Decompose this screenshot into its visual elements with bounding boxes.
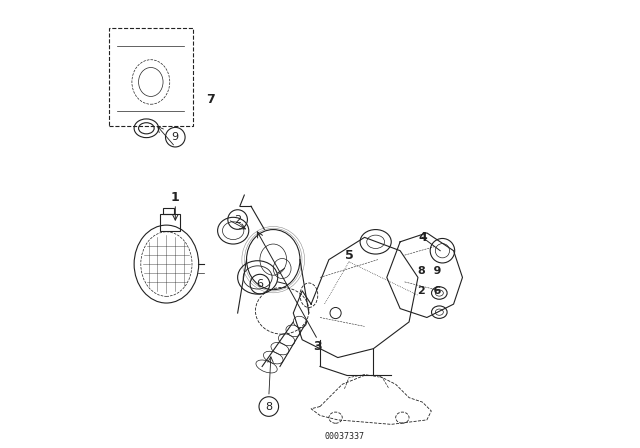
Text: 8: 8 xyxy=(265,401,273,412)
Bar xyxy=(160,214,180,231)
Text: 2: 2 xyxy=(234,215,241,224)
Text: 8  9: 8 9 xyxy=(418,266,442,276)
Text: 5: 5 xyxy=(344,249,353,262)
Text: 6: 6 xyxy=(257,279,264,289)
Text: 3: 3 xyxy=(314,340,322,353)
Bar xyxy=(163,208,174,214)
Text: 00037337: 00037337 xyxy=(324,432,365,441)
Text: 1: 1 xyxy=(171,191,180,204)
Bar xyxy=(109,28,193,126)
Text: 9: 9 xyxy=(172,132,179,142)
Text: 7: 7 xyxy=(207,93,215,106)
Text: 4: 4 xyxy=(418,231,427,244)
Text: 2  6: 2 6 xyxy=(418,286,442,296)
